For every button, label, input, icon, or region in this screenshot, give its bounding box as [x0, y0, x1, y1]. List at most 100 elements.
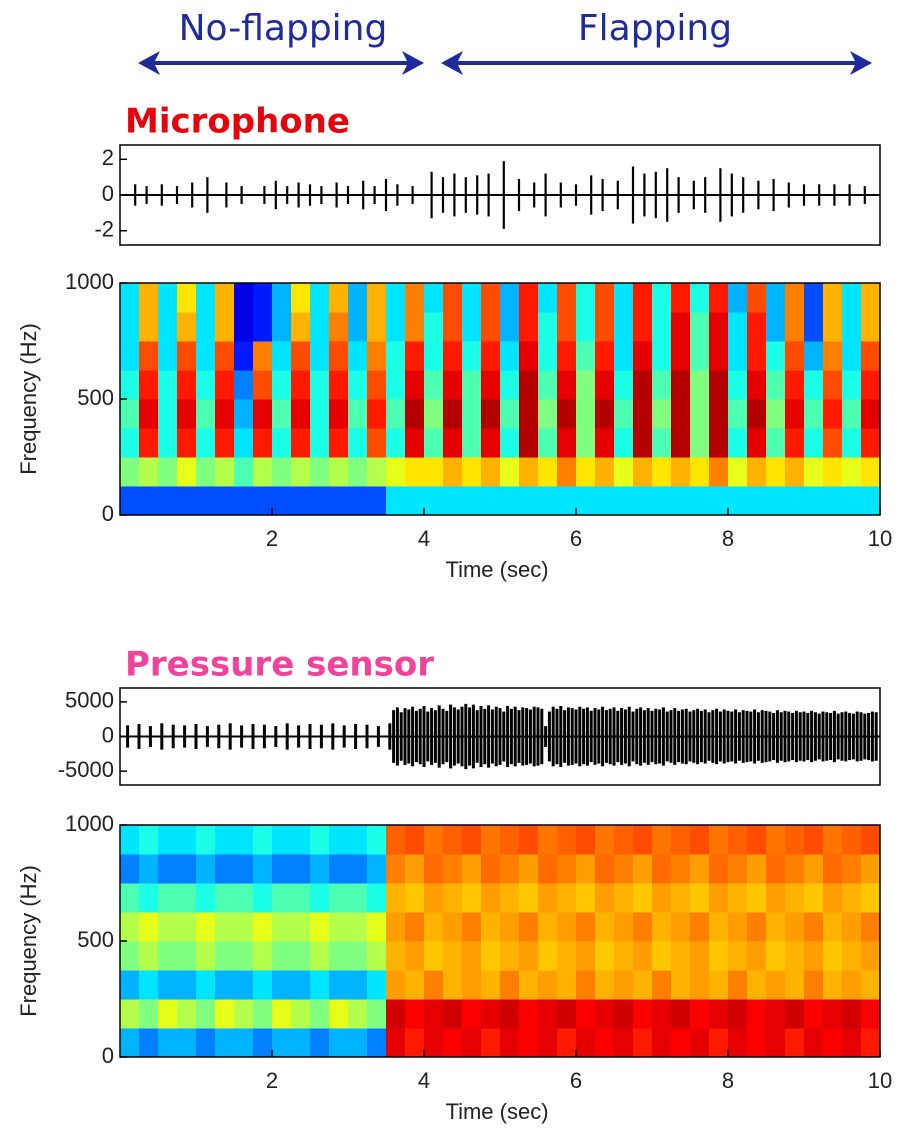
cell [139, 854, 159, 884]
cell [614, 312, 634, 342]
cell [158, 970, 178, 1000]
cell [538, 486, 558, 516]
cell [329, 825, 349, 855]
cell [538, 283, 558, 313]
cell [196, 825, 216, 855]
cell [234, 970, 254, 1000]
cell [177, 883, 197, 913]
cell [576, 341, 596, 371]
cell [367, 399, 387, 429]
cell [215, 1028, 235, 1058]
cell [747, 486, 767, 516]
cell [177, 428, 197, 458]
cell [652, 428, 672, 458]
cell [234, 912, 254, 942]
cell [614, 428, 634, 458]
cell [519, 370, 539, 400]
cell [747, 854, 767, 884]
cell [709, 999, 729, 1029]
cell [424, 883, 444, 913]
x-tick-label: 2 [266, 1068, 278, 1093]
cell [120, 825, 140, 855]
cell [253, 370, 273, 400]
cell [766, 283, 786, 313]
cell [595, 1028, 615, 1058]
cell [310, 999, 330, 1029]
cell [690, 970, 710, 1000]
cell [139, 883, 159, 913]
cell [861, 428, 881, 458]
cell [234, 854, 254, 884]
cell [177, 312, 197, 342]
x-tick-label: 6 [570, 1068, 582, 1093]
cell [595, 999, 615, 1029]
cell [310, 283, 330, 313]
cell [576, 283, 596, 313]
cell [253, 457, 273, 487]
cell [443, 883, 463, 913]
cell [329, 341, 349, 371]
cell [728, 486, 748, 516]
cell [519, 883, 539, 913]
cell [462, 912, 482, 942]
cell [709, 970, 729, 1000]
cell [500, 486, 520, 516]
cell [196, 941, 216, 971]
cell [329, 970, 349, 1000]
cell [386, 1028, 406, 1058]
cell [709, 370, 729, 400]
cell [709, 283, 729, 313]
cell [728, 941, 748, 971]
cell [804, 428, 824, 458]
cell [462, 1028, 482, 1058]
cell [177, 941, 197, 971]
cell [310, 883, 330, 913]
cell [519, 912, 539, 942]
cell [215, 312, 235, 342]
cell [652, 283, 672, 313]
cell [272, 941, 292, 971]
cell [519, 854, 539, 884]
cell [652, 854, 672, 884]
cell [595, 883, 615, 913]
cell [329, 370, 349, 400]
cell [766, 399, 786, 429]
cell [557, 883, 577, 913]
cell [690, 854, 710, 884]
cell [481, 883, 501, 913]
cell [158, 854, 178, 884]
cell [158, 941, 178, 971]
cell [462, 825, 482, 855]
cell [424, 486, 444, 516]
cell [253, 1028, 273, 1058]
y-tick-label: 0 [102, 722, 114, 747]
cell [367, 1028, 387, 1058]
cell [462, 941, 482, 971]
cell [386, 854, 406, 884]
cell [443, 1028, 463, 1058]
cell [671, 399, 691, 429]
cell [785, 399, 805, 429]
cell [272, 370, 292, 400]
cell [538, 370, 558, 400]
cell [215, 428, 235, 458]
cell [348, 999, 368, 1029]
cell [671, 370, 691, 400]
cell [158, 399, 178, 429]
cell [652, 312, 672, 342]
cell [329, 999, 349, 1029]
cell [443, 399, 463, 429]
cell [443, 486, 463, 516]
cell [386, 970, 406, 1000]
cell [196, 428, 216, 458]
annotation: Flapping [578, 8, 732, 49]
cell [253, 970, 273, 1000]
cell [576, 854, 596, 884]
cell [405, 312, 425, 342]
cell [462, 399, 482, 429]
x-tick-label: 10 [868, 1068, 892, 1093]
cell [804, 999, 824, 1029]
cell [329, 283, 349, 313]
cell [823, 912, 843, 942]
cell [462, 854, 482, 884]
